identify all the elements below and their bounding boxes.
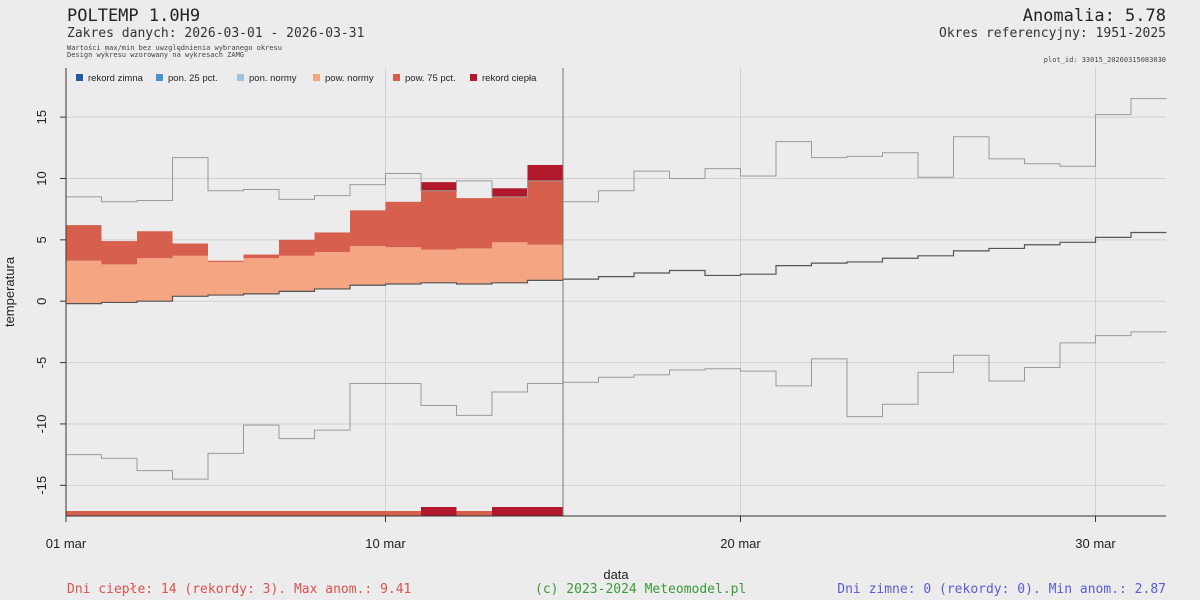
bar-above-normal: [314, 252, 350, 289]
bar-above-normal: [101, 264, 137, 303]
legend-label: pon. normy: [249, 73, 297, 84]
bar-warm-record: [421, 182, 457, 191]
bar-above-normal: [350, 245, 386, 286]
day-marker: [350, 511, 386, 516]
legend-swatch: [470, 74, 477, 81]
note-max-min: Wartości max/min bez uwzględnienia wybra…: [67, 44, 282, 52]
cold-days-summary: Dni zimne: 0 (rekordy: 0). Min anom.: 2.…: [837, 582, 1166, 597]
x-tick-label: 20 mar: [720, 536, 761, 551]
bar-above-75pct: [385, 201, 421, 248]
y-axis-label: temperatura: [2, 256, 17, 327]
bar-above-75pct: [421, 190, 457, 250]
date-range: Zakres danych: 2026-03-01 - 2026-03-31: [67, 26, 365, 41]
bar-above-75pct: [66, 225, 102, 261]
reference-period: Okres referencyjny: 1951-2025: [939, 26, 1166, 41]
legend-label: pon. 25 pct.: [168, 73, 218, 84]
legend-label: pow. 75 pct.: [405, 73, 456, 84]
legend-swatch: [237, 74, 244, 81]
bar-above-75pct: [527, 180, 563, 245]
x-tick-label: 10 mar: [365, 536, 406, 551]
bar-above-normal: [527, 244, 563, 281]
day-marker: [456, 511, 492, 516]
x-tick-label: 01 mar: [46, 536, 87, 551]
bar-above-normal: [137, 258, 173, 302]
note-design: Design wykresu wzorowany na wykresach ZA…: [67, 51, 245, 59]
bar-above-normal: [66, 260, 102, 304]
y-tick-label: -15: [34, 476, 49, 495]
normal-line: [66, 231, 1167, 305]
bar-above-normal: [243, 258, 279, 294]
bar-above-75pct: [279, 239, 315, 256]
bar-above-75pct: [492, 196, 528, 243]
y-tick-label: 10: [34, 171, 49, 185]
y-tick-label: 5: [34, 236, 49, 243]
record-max-line: [66, 98, 1167, 203]
bar-above-normal: [456, 248, 492, 285]
day-marker: [492, 507, 528, 516]
bar-above-normal: [421, 249, 457, 283]
bar-above-75pct: [243, 254, 279, 259]
bar-warm-record: [492, 188, 528, 197]
warm-days-summary: Dni ciepłe: 14 (rekordy: 3). Max anom.: …: [67, 582, 412, 597]
day-marker: [172, 511, 208, 516]
x-tick-label: 30 mar: [1075, 536, 1116, 551]
legend-label: rekord ciepła: [482, 73, 537, 84]
day-marker: [101, 511, 137, 516]
legend-swatch: [76, 74, 83, 81]
bar-above-75pct: [101, 241, 137, 265]
day-marker: [137, 511, 173, 516]
y-tick-label: -5: [34, 357, 49, 369]
x-axis-label: data: [603, 567, 629, 582]
copyright: (c) 2023-2024 Meteomodel.pl: [535, 582, 747, 597]
bar-above-normal: [279, 255, 315, 292]
bar-above-75pct: [137, 231, 173, 259]
bar-above-normal: [172, 255, 208, 297]
day-marker: [385, 511, 421, 516]
bar-above-normal: [492, 242, 528, 283]
y-tick-label: -10: [34, 415, 49, 434]
legend-label: rekord zimna: [88, 73, 144, 84]
day-marker: [314, 511, 350, 516]
bar-above-75pct: [456, 198, 492, 249]
anomaly-value: Anomalia: 5.78: [1022, 6, 1166, 26]
y-tick-label: 0: [34, 298, 49, 305]
day-marker: [527, 507, 563, 516]
bar-warm-record: [527, 164, 563, 181]
bar-above-75pct: [350, 210, 386, 246]
day-marker: [66, 511, 102, 516]
bar-above-75pct: [172, 243, 208, 256]
legend-swatch: [393, 74, 400, 81]
plot-id: plot_id: 33015_20260315083030: [1043, 56, 1166, 64]
record-min-line: [66, 331, 1167, 480]
bar-above-75pct: [208, 260, 244, 262]
day-marker: [421, 507, 457, 516]
legend-swatch: [156, 74, 163, 81]
bar-above-75pct: [314, 232, 350, 253]
y-tick-label: 15: [34, 110, 49, 124]
app-title: POLTEMP 1.0H9: [67, 6, 201, 26]
day-marker: [243, 511, 279, 516]
legend-swatch: [313, 74, 320, 81]
bar-above-normal: [385, 247, 421, 285]
day-marker: [208, 511, 244, 516]
bar-above-normal: [208, 261, 244, 296]
day-marker: [279, 511, 315, 516]
legend-label: pow. normy: [325, 73, 374, 84]
